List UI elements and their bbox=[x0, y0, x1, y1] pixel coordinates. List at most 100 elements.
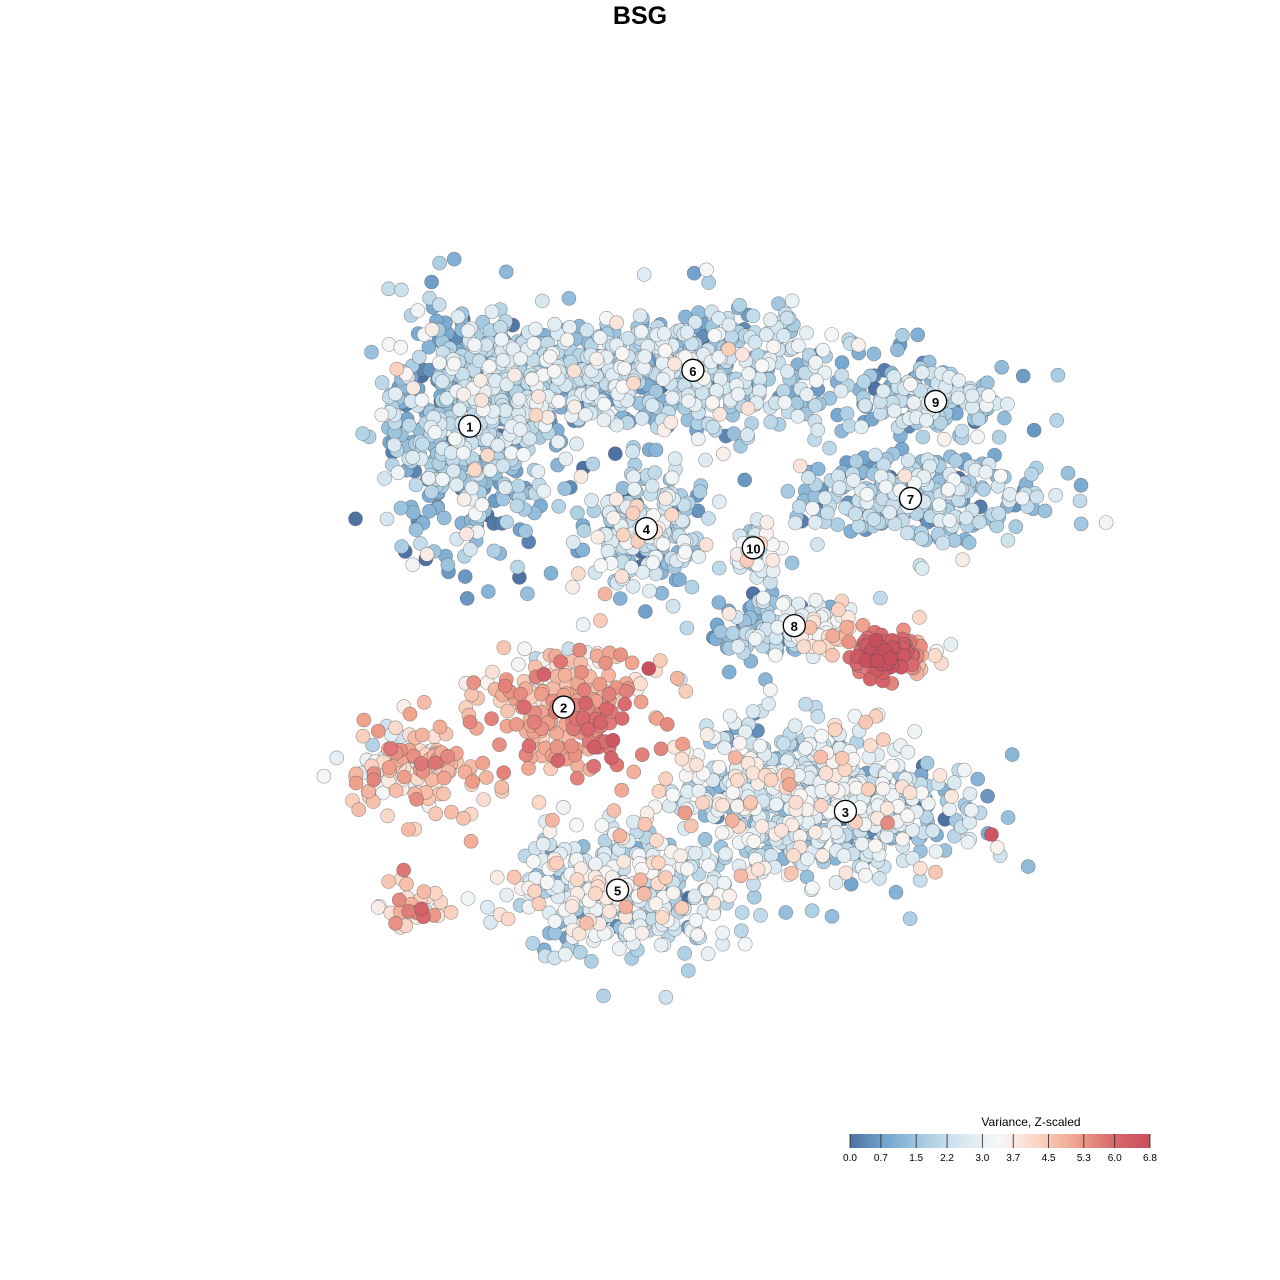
cell-point bbox=[603, 750, 619, 766]
cell-point bbox=[520, 586, 535, 602]
cell-point bbox=[687, 314, 703, 330]
cluster-label-5: 5 bbox=[605, 878, 630, 902]
cell-point bbox=[396, 769, 412, 785]
cell-point bbox=[991, 506, 1006, 521]
cell-point bbox=[699, 882, 714, 898]
cell-point bbox=[878, 479, 894, 495]
cell-point bbox=[942, 802, 957, 817]
cell-point bbox=[925, 823, 941, 839]
cell-point bbox=[511, 657, 526, 672]
cell-point bbox=[787, 718, 803, 734]
cell-point bbox=[386, 437, 402, 453]
cell-point bbox=[636, 886, 652, 902]
cell-point bbox=[882, 505, 898, 520]
cell-point bbox=[598, 655, 613, 671]
cell-point bbox=[928, 844, 944, 859]
cell-point bbox=[1060, 465, 1076, 481]
cell-point bbox=[962, 815, 977, 830]
cell-point bbox=[561, 291, 577, 306]
cell-point bbox=[900, 808, 915, 824]
cell-point bbox=[436, 770, 452, 786]
cell-point bbox=[768, 796, 784, 812]
cell-point bbox=[517, 641, 532, 657]
cell-point bbox=[569, 770, 585, 786]
legend-tick-label: 0.0 bbox=[843, 1153, 857, 1164]
cell-point bbox=[654, 585, 670, 601]
cell-point bbox=[964, 802, 979, 818]
cell-point bbox=[745, 765, 761, 781]
cell-point bbox=[756, 590, 771, 606]
cell-point bbox=[1000, 533, 1016, 548]
cluster-label-text: 3 bbox=[842, 805, 849, 820]
cell-point bbox=[446, 251, 462, 267]
cell-point bbox=[579, 915, 594, 931]
cell-point bbox=[724, 329, 739, 345]
cell-point bbox=[466, 675, 481, 690]
cell-point bbox=[569, 817, 584, 833]
cell-point bbox=[838, 865, 854, 881]
cell-point bbox=[432, 355, 447, 371]
cell-point bbox=[912, 610, 927, 625]
cell-point bbox=[779, 310, 795, 326]
cell-point bbox=[484, 711, 499, 727]
cell-point bbox=[460, 323, 476, 339]
cell-point bbox=[733, 868, 749, 884]
cell-point bbox=[574, 664, 589, 680]
cell-point bbox=[759, 515, 775, 530]
cell-point bbox=[763, 312, 778, 328]
cell-point bbox=[989, 840, 1005, 855]
cell-point bbox=[370, 900, 386, 915]
cell-point bbox=[535, 836, 551, 852]
cell-point bbox=[575, 542, 591, 558]
cell-point bbox=[872, 871, 887, 886]
cell-point bbox=[351, 802, 367, 817]
cell-point bbox=[752, 738, 768, 754]
cell-point bbox=[580, 722, 596, 737]
cell-point bbox=[405, 557, 421, 573]
cell-point bbox=[737, 936, 753, 952]
cell-point bbox=[507, 367, 522, 383]
cell-point bbox=[688, 912, 704, 928]
cell-point bbox=[393, 500, 409, 516]
cell-point bbox=[679, 324, 695, 340]
cell-point bbox=[428, 755, 443, 771]
cell-point bbox=[825, 647, 840, 663]
cell-point bbox=[780, 364, 795, 379]
cell-point bbox=[1000, 810, 1016, 825]
cell-point bbox=[612, 591, 628, 606]
cell-point bbox=[401, 417, 417, 433]
cell-point bbox=[536, 666, 552, 682]
cell-point bbox=[638, 604, 653, 619]
cell-point bbox=[810, 709, 826, 724]
cell-point bbox=[526, 854, 541, 869]
cell-point bbox=[859, 486, 875, 502]
cell-point bbox=[951, 373, 967, 388]
cell-point bbox=[886, 369, 902, 385]
cell-point bbox=[641, 661, 657, 676]
cell-point bbox=[656, 326, 672, 341]
cluster-label-text: 7 bbox=[907, 492, 914, 507]
color-legend: Variance, Z-scaled 0.0 0.7 1.5 2.2 3.0 3.7 4.5… bbox=[843, 1115, 1157, 1164]
cell-point bbox=[910, 327, 926, 343]
cell-point bbox=[734, 905, 750, 920]
cell-point bbox=[348, 511, 363, 527]
cell-point bbox=[521, 760, 536, 776]
cell-point bbox=[669, 670, 685, 686]
cell-point bbox=[590, 529, 606, 545]
cell-point bbox=[396, 862, 412, 878]
cell-point bbox=[971, 411, 987, 427]
legend-tick-label: 3.7 bbox=[1006, 1153, 1020, 1164]
cell-point bbox=[810, 422, 826, 438]
cell-point bbox=[651, 783, 667, 799]
cell-point bbox=[941, 482, 956, 497]
cell-point bbox=[914, 531, 930, 546]
cell-point bbox=[586, 739, 602, 755]
cell-point bbox=[510, 478, 526, 494]
cell-point bbox=[636, 267, 652, 282]
cell-point bbox=[935, 535, 951, 551]
cell-point bbox=[632, 308, 648, 324]
cell-point bbox=[902, 911, 918, 927]
cell-point bbox=[706, 895, 722, 911]
cell-point bbox=[658, 870, 674, 886]
cell-point bbox=[480, 447, 495, 463]
